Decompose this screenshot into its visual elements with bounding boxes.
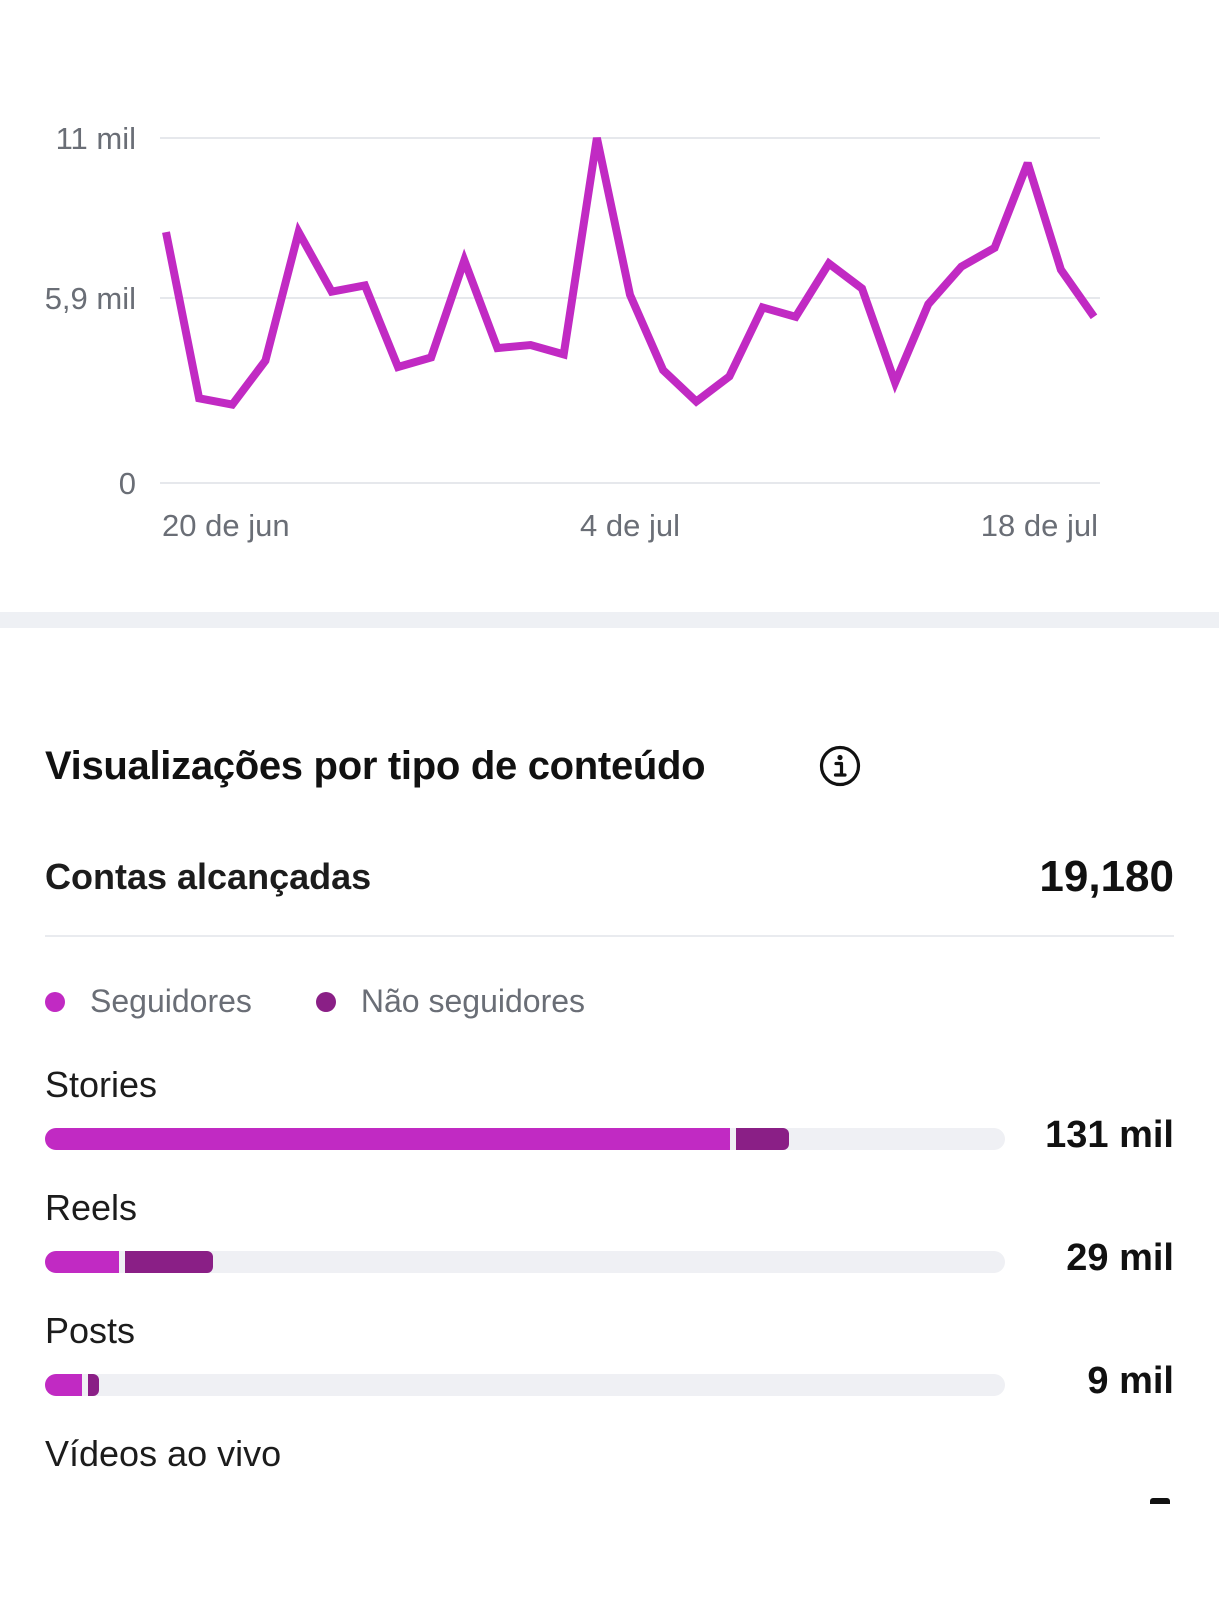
row-label: Reels <box>45 1187 138 1228</box>
bar-track <box>45 1128 1005 1150</box>
x-tick-label: 20 de jun <box>162 508 290 543</box>
y-tick-label: 5,9 mil <box>45 281 136 316</box>
chart-legend: Seguidores Não seguidores <box>45 983 649 1020</box>
followers-dot-icon <box>45 991 65 1012</box>
bar-track <box>45 1374 1005 1396</box>
row-value: 131 mil <box>1045 1114 1174 1156</box>
row-label: Stories <box>45 1064 158 1105</box>
followers-bar-segment <box>45 1251 119 1273</box>
cropped-value-fragment <box>1150 1498 1170 1504</box>
legend-followers: Seguidores <box>45 983 252 1020</box>
content-row-live-videos[interactable]: Vídeos ao vivo <box>45 1433 1174 1493</box>
content-row-reels[interactable]: Reels 29 mil <box>45 1187 1174 1297</box>
non-followers-bar-segment <box>124 1251 213 1273</box>
row-value: 9 mil <box>1087 1360 1174 1402</box>
divider-line <box>45 935 1174 937</box>
line-chart-svg: 11 mil 5,9 mil 0 20 de jun 4 de jul 18 de jul <box>45 121 1100 543</box>
x-tick-label: 18 de jul <box>981 508 1098 543</box>
legend-non-followers-label: Não seguidores <box>360 983 586 1019</box>
row-label: Posts <box>45 1310 136 1351</box>
x-tick-label: 4 de jul <box>580 508 680 543</box>
non-followers-bar-segment <box>88 1374 99 1396</box>
info-icon[interactable] <box>818 744 862 788</box>
section-divider <box>0 612 1219 628</box>
non-followers-bar-segment <box>736 1128 789 1150</box>
content-row-stories[interactable]: Stories 131 mil <box>45 1064 1174 1174</box>
content-row-posts[interactable]: Posts 9 mil <box>45 1310 1174 1420</box>
section-title: Visualizações por tipo de conteúdo <box>45 744 706 788</box>
accounts-reached-label: Contas alcançadas <box>45 856 372 897</box>
y-tick-label: 0 <box>119 466 136 501</box>
series-line <box>162 137 1098 409</box>
row-label: Vídeos ao vivo <box>45 1433 282 1474</box>
y-tick-label: 11 mil <box>56 121 136 156</box>
non-followers-dot-icon <box>315 991 336 1012</box>
accounts-reached-value: 19,180 <box>1039 852 1174 901</box>
followers-bar-segment <box>45 1374 83 1396</box>
legend-non-followers: Não seguidores <box>315 983 586 1020</box>
views-line-chart: 11 mil 5,9 mil 0 20 de jun 4 de jul 18 de jul <box>0 0 1219 560</box>
legend-followers-label: Seguidores <box>90 983 252 1019</box>
followers-bar-segment <box>45 1128 731 1150</box>
bar-track <box>45 1251 1005 1273</box>
row-value: 29 mil <box>1066 1237 1174 1279</box>
